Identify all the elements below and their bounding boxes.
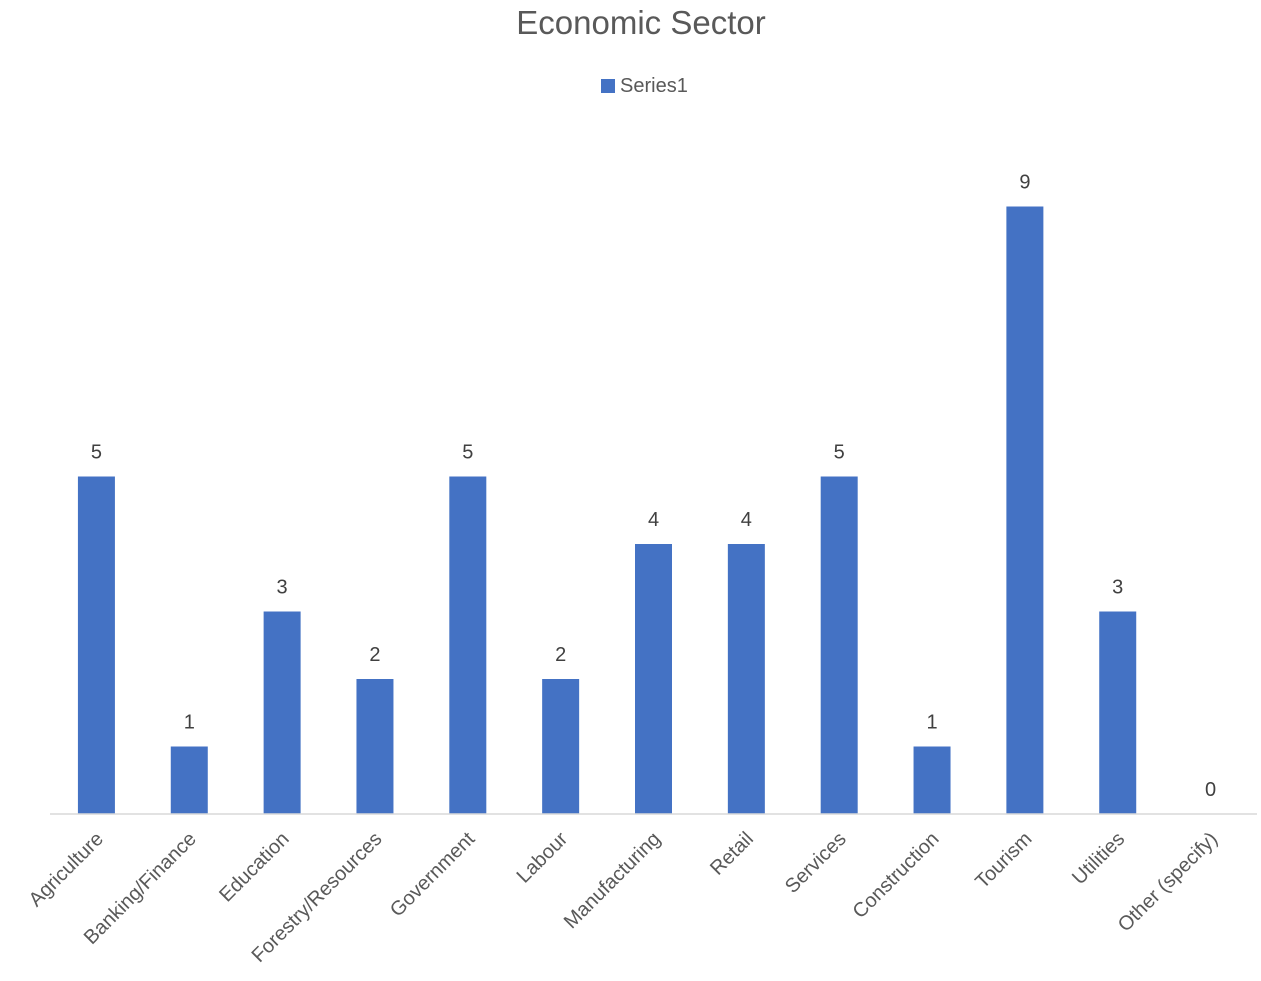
data-label-6: 4 [648, 509, 659, 531]
x-tick-label-4: Government [386, 828, 480, 922]
x-tick-label-11: Utilities [1068, 828, 1129, 889]
bar-2 [263, 611, 301, 814]
x-tick-label-0: Agriculture [25, 828, 108, 911]
data-label-11: 3 [1112, 577, 1123, 599]
bar-9 [913, 746, 951, 814]
bars-group [77, 206, 1137, 814]
data-label-0: 5 [91, 442, 102, 464]
x-tick-label-6: Manufacturing [560, 828, 665, 933]
bar-11 [1099, 611, 1137, 814]
bar-6 [635, 544, 672, 814]
chart-title: Economic Sector [516, 4, 765, 41]
data-label-4: 5 [462, 442, 473, 464]
x-tick-label-10: Tourism [971, 828, 1036, 893]
data-label-12: 0 [1205, 779, 1216, 801]
legend-label: Series1 [620, 75, 688, 97]
legend-swatch [601, 79, 615, 93]
bar-7 [727, 544, 765, 814]
x-tick-label-7: Retail [706, 828, 758, 880]
legend: Series1 [601, 75, 688, 97]
bar-0 [77, 476, 115, 814]
data-label-9: 1 [926, 712, 937, 734]
bar-8 [820, 476, 858, 814]
x-tick-label-8: Services [781, 828, 851, 898]
bar-3 [356, 679, 394, 814]
x-tick-label-9: Construction [849, 828, 944, 923]
data-label-1: 1 [184, 712, 195, 734]
bar-1 [170, 746, 208, 814]
x-tick-label-12: Other (specify) [1114, 828, 1222, 936]
data-label-8: 5 [834, 442, 845, 464]
data-label-5: 2 [555, 644, 566, 666]
data-labels-group: 5 1 3 2 5 2 4 4 5 1 9 3 0 [91, 172, 1216, 802]
data-label-10: 9 [1019, 172, 1030, 194]
bar-4 [449, 476, 487, 814]
bar-10 [1006, 206, 1044, 814]
x-tick-label-5: Labour [513, 828, 573, 888]
data-label-2: 3 [277, 577, 288, 599]
data-label-7: 4 [741, 509, 752, 531]
x-tick-label-2: Education [215, 828, 293, 906]
data-label-3: 2 [369, 644, 380, 666]
bar-5 [542, 679, 580, 814]
